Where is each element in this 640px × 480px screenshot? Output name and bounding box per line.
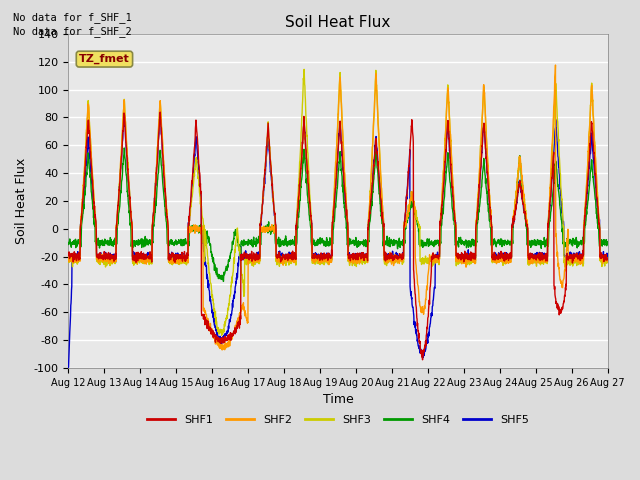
SHF5 bbox=[354, 255, 362, 261]
SHF3 bbox=[215, 327, 223, 333]
SHF4 bbox=[365, 219, 373, 225]
Line: SHF4: SHF4 bbox=[68, 148, 608, 281]
Line: SHF2: SHF2 bbox=[68, 65, 608, 350]
SHF1 bbox=[354, 250, 362, 256]
SHF4 bbox=[557, 207, 564, 213]
SHF5 bbox=[495, 250, 502, 256]
SHF1 bbox=[65, 250, 72, 256]
SHF1 bbox=[215, 336, 223, 341]
SHF4 bbox=[604, 239, 612, 244]
SHF2 bbox=[218, 347, 226, 353]
SHF3 bbox=[604, 255, 612, 261]
Text: No data for f_SHF_2: No data for f_SHF_2 bbox=[13, 26, 132, 37]
SHF5 bbox=[215, 338, 223, 344]
SHF5 bbox=[156, 108, 164, 113]
Title: Soil Heat Flux: Soil Heat Flux bbox=[285, 15, 390, 30]
SHF3 bbox=[495, 255, 503, 261]
SHF3 bbox=[218, 332, 225, 338]
SHF5 bbox=[556, 185, 564, 191]
SHF1 bbox=[495, 255, 503, 261]
Line: SHF3: SHF3 bbox=[68, 70, 608, 335]
SHF5 bbox=[604, 254, 612, 260]
SHF4 bbox=[495, 240, 503, 246]
SHF3 bbox=[65, 256, 72, 262]
Line: SHF5: SHF5 bbox=[68, 110, 608, 368]
SHF3 bbox=[354, 259, 362, 265]
SHF2 bbox=[557, 278, 564, 284]
Line: SHF1: SHF1 bbox=[68, 112, 608, 360]
SHF3 bbox=[572, 260, 579, 266]
SHF1 bbox=[419, 357, 426, 363]
SHF2 bbox=[354, 255, 362, 261]
SHF3 bbox=[365, 201, 373, 206]
SHF4 bbox=[65, 240, 72, 246]
SHF2 bbox=[365, 207, 373, 213]
SHF3 bbox=[300, 67, 308, 72]
SHF1 bbox=[604, 257, 612, 263]
SHF2 bbox=[215, 343, 223, 348]
SHF2 bbox=[495, 257, 502, 263]
SHF4 bbox=[215, 272, 223, 277]
SHF2 bbox=[604, 257, 612, 263]
Text: No data for f_SHF_1: No data for f_SHF_1 bbox=[13, 12, 132, 23]
SHF5 bbox=[365, 216, 373, 221]
SHF4 bbox=[120, 145, 128, 151]
SHF4 bbox=[572, 241, 579, 247]
SHF5 bbox=[65, 365, 72, 371]
SHF1 bbox=[572, 252, 579, 258]
SHF2 bbox=[552, 62, 559, 68]
SHF1 bbox=[156, 109, 164, 115]
SHF1 bbox=[365, 216, 373, 222]
X-axis label: Time: Time bbox=[323, 393, 353, 406]
SHF4 bbox=[354, 240, 362, 246]
SHF1 bbox=[557, 307, 564, 312]
SHF5 bbox=[572, 254, 579, 260]
Legend: SHF1, SHF2, SHF3, SHF4, SHF5: SHF1, SHF2, SHF3, SHF4, SHF5 bbox=[143, 410, 533, 429]
SHF2 bbox=[65, 258, 72, 264]
Y-axis label: Soil Heat Flux: Soil Heat Flux bbox=[15, 158, 28, 244]
Text: TZ_fmet: TZ_fmet bbox=[79, 54, 130, 64]
SHF2 bbox=[572, 259, 579, 264]
SHF4 bbox=[220, 278, 227, 284]
SHF3 bbox=[557, 171, 564, 177]
